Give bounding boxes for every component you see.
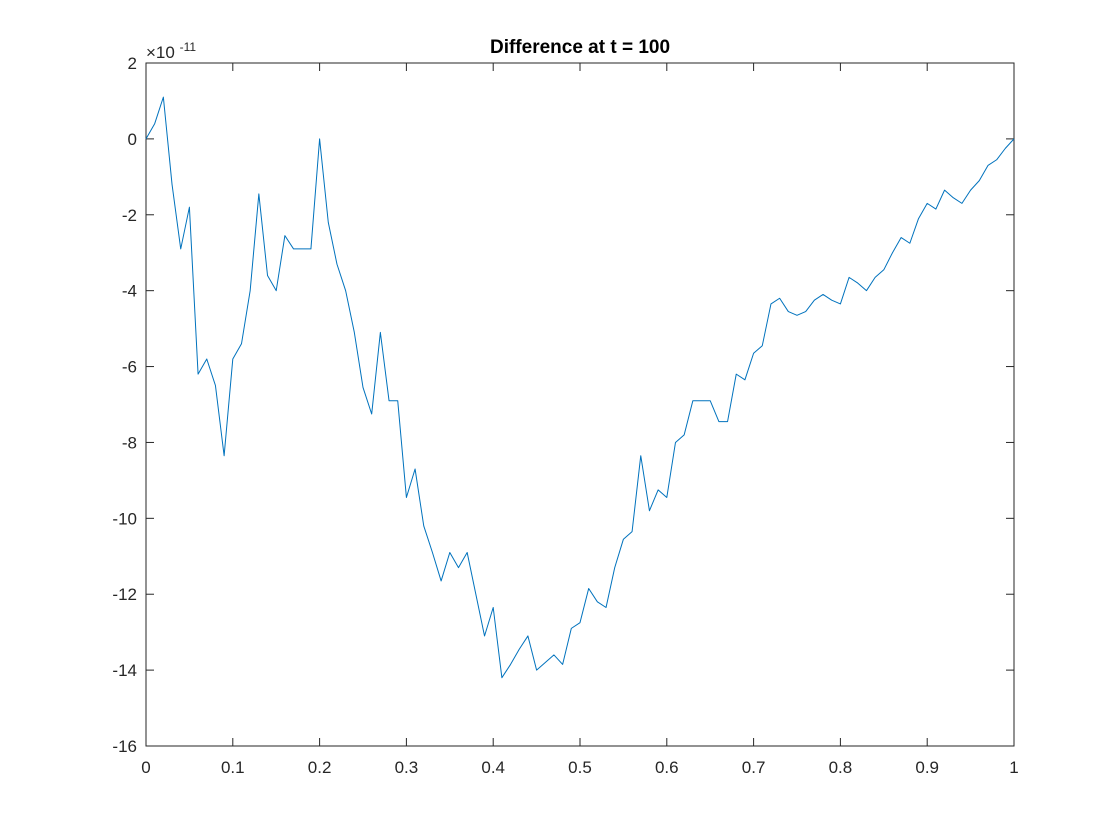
x-tick-label: 0.7 xyxy=(742,758,766,777)
y-tick-label: -12 xyxy=(112,585,137,604)
y-axis-exponent-power: -11 xyxy=(180,40,197,54)
plot-area xyxy=(145,62,1015,747)
x-tick-label: 0.9 xyxy=(915,758,939,777)
x-tick-label: 0.4 xyxy=(481,758,505,777)
x-tick-label: 0.1 xyxy=(221,758,245,777)
x-tick-label: 0.8 xyxy=(829,758,853,777)
chart-title: Difference at t = 100 xyxy=(490,37,670,58)
y-tick-label: -14 xyxy=(112,661,137,680)
axis-ticks xyxy=(145,62,1015,747)
y-tick-label: -6 xyxy=(122,358,137,377)
y-tick-label: -10 xyxy=(112,509,137,528)
x-tick-label: 1 xyxy=(1009,758,1018,777)
y-axis-exponent: ×10 -11 xyxy=(146,40,196,62)
x-tick-label: 0.5 xyxy=(568,758,592,777)
y-tick-label: 0 xyxy=(128,130,137,149)
y-tick-label: -16 xyxy=(112,737,137,756)
y-tick-label: 2 xyxy=(128,54,137,73)
x-tick-label: 0.6 xyxy=(655,758,679,777)
x-tick-label: 0.2 xyxy=(308,758,332,777)
y-tick-label: -8 xyxy=(122,433,137,452)
x-tick-label: 0 xyxy=(141,758,150,777)
axis-tick-labels: 0 0.1 0.2 0.3 0.4 0.5 0.6 0.7 0.8 0.9 1 -16 -14 -12 -1… xyxy=(112,54,1018,777)
y-tick-label: -2 xyxy=(122,206,137,225)
y-axis-exponent-base: ×10 xyxy=(146,43,175,62)
y-tick-label: -4 xyxy=(122,282,137,301)
x-tick-label: 0.3 xyxy=(395,758,419,777)
data-series-line xyxy=(145,96,1015,679)
